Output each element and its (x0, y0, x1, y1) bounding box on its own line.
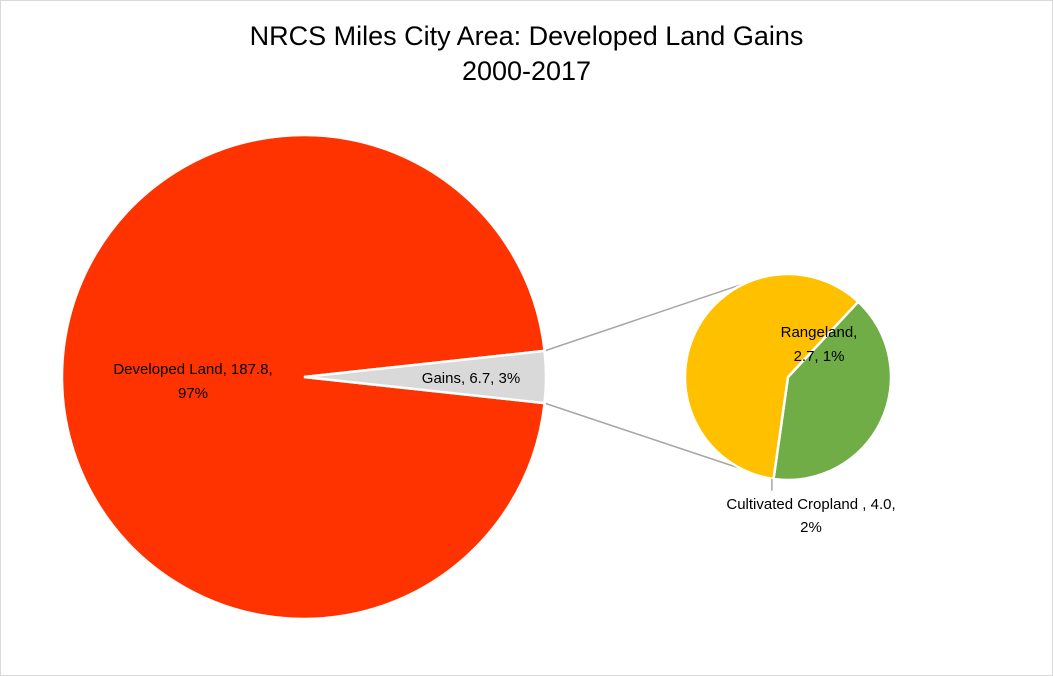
slice-cultivated-cropland (683, 272, 861, 481)
chart-title-line1: NRCS Miles City Area: Developed Land Gai… (249, 21, 804, 51)
data-label-gains: Gains, 6.7, 3% (422, 370, 520, 387)
chart-title: NRCS Miles City Area: Developed Land Gai… (1, 19, 1052, 89)
chart-title-line2: 2000-2017 (461, 56, 592, 86)
secondary-pie (683, 272, 893, 482)
slice-gains (303, 349, 548, 405)
connector-lines (544, 275, 766, 470)
data-label-rangeland-line2: 2.7, 1% (794, 348, 845, 365)
data-label-rangeland-line1: Rangeland, (781, 324, 858, 341)
slice-developed-land (60, 133, 546, 621)
slice-rangeland (772, 299, 893, 482)
connector-line-bottom (544, 402, 742, 470)
data-label-cultivated-cropland-line2: 2% (800, 519, 822, 536)
connector-line-top (544, 275, 766, 352)
data-label-developed-land-line1: Developed Land, 187.8, (113, 361, 272, 378)
primary-pie (60, 133, 548, 621)
data-label-developed-land-line2: 97% (178, 385, 208, 402)
data-label-cultivated-cropland-line1: Cultivated Cropland , 4.0, (726, 496, 895, 513)
